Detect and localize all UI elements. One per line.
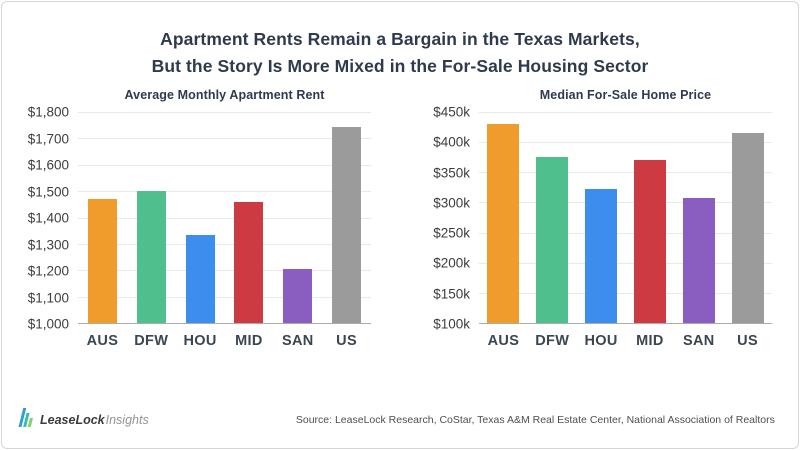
x-tick-label-us: US xyxy=(737,333,758,349)
x-tick-label-hou: HOU xyxy=(183,333,217,349)
bar-dfw xyxy=(136,191,166,323)
logo-text-leaselock: LeaseLock xyxy=(40,412,105,427)
y-tick-label: $1,200 xyxy=(27,263,69,279)
chart-home-price: Median For-Sale Home Price $450k $400k $35… xyxy=(423,88,772,349)
y-tick-label: $100k xyxy=(433,316,470,332)
chart-body: $450k $400k $350k $300k $250k $200k $150k $100k xyxy=(423,105,772,332)
gridline xyxy=(479,112,772,113)
bar-aus xyxy=(87,199,117,323)
bar-cell xyxy=(322,112,371,323)
bar-hou xyxy=(185,234,215,323)
chart-body: $1,800 $1,700 $1,600 $1,500 $1,400 $1,300 $1,2… xyxy=(22,105,371,332)
chart-title-apartment-rent: Average Monthly Apartment Rent xyxy=(124,88,325,102)
gridline xyxy=(479,232,772,234)
bar-us xyxy=(332,126,362,323)
gridline xyxy=(78,191,371,193)
main-title-line1: Apartment Rents Remain a Bargain in the … xyxy=(160,29,640,49)
y-tick-label: $350k xyxy=(433,165,470,181)
plot-area xyxy=(78,112,371,324)
bar-cell xyxy=(273,112,322,323)
y-tick-label: $1,100 xyxy=(27,290,69,305)
y-axis-labels: $450k $400k $350k $300k $250k $200k $150k $100k xyxy=(423,105,479,332)
plot-area xyxy=(479,112,772,324)
footer: LeaseLockInsights Source: LeaseLock Rese… xyxy=(2,405,798,434)
x-tick-label-san: SAN xyxy=(682,333,715,349)
y-tick-label: $1,700 xyxy=(27,131,69,146)
bar-cell xyxy=(176,112,225,323)
x-tick-label-dfw: DFW xyxy=(535,333,570,349)
chart-apartment-rent: Average Monthly Apartment Rent $1,800 $1,… xyxy=(22,88,371,349)
bar-aus xyxy=(487,124,520,323)
bar-cell xyxy=(127,112,176,323)
gridline xyxy=(479,172,772,174)
header: Apartment Rents Remain a Bargain in the … xyxy=(2,2,798,80)
bar-row xyxy=(479,112,772,323)
gridline xyxy=(479,142,772,144)
chart-title-home-price: Median For-Sale Home Price xyxy=(539,88,712,102)
y-tick-label: $150k xyxy=(433,286,470,302)
y-tick-label: $1,000 xyxy=(27,316,69,332)
source-text: Source: LeaseLock Research, CoStar, Texa… xyxy=(295,413,775,426)
bar-cell xyxy=(528,112,577,323)
leaselock-logo: LeaseLockInsights xyxy=(18,405,149,434)
x-tick-label-san: SAN xyxy=(281,333,314,349)
y-tick-label: $250k xyxy=(433,225,470,241)
bar-cell xyxy=(224,112,273,323)
y-tick-label: $1,600 xyxy=(27,157,69,173)
gridline xyxy=(78,270,371,272)
bar-cell xyxy=(723,112,772,323)
bar-mid xyxy=(633,160,666,323)
bar-us xyxy=(731,133,764,323)
leaselock-bars-icon xyxy=(18,405,36,434)
gridline xyxy=(78,138,371,140)
y-axis-labels: $1,800 $1,700 $1,600 $1,500 $1,400 $1,300 $1,2… xyxy=(22,105,78,332)
bar-hou xyxy=(585,189,618,323)
bar-cell xyxy=(479,112,528,323)
bar-san xyxy=(283,268,313,323)
x-axis-labels: AUS DFW HOU MID SAN US xyxy=(78,333,371,349)
y-tick-label: $200k xyxy=(433,255,470,271)
gridline xyxy=(78,217,371,219)
bar-cell xyxy=(78,112,127,323)
y-tick-label: $450k xyxy=(433,104,470,120)
bar-cell xyxy=(674,112,723,323)
x-tick-label-aus: AUS xyxy=(86,333,119,349)
y-tick-label: $1,300 xyxy=(27,237,69,252)
bar-row xyxy=(78,112,371,323)
y-tick-label: $400k xyxy=(433,134,470,150)
y-tick-label: $1,400 xyxy=(27,210,69,226)
bar-san xyxy=(682,198,715,323)
logo-text-insights: Insights xyxy=(105,412,149,427)
bar-cell xyxy=(625,112,674,323)
x-tick-label-dfw: DFW xyxy=(134,333,169,349)
bar-dfw xyxy=(536,157,569,323)
x-tick-label-us: US xyxy=(336,333,357,349)
charts-row: Average Monthly Apartment Rent $1,800 $1,… xyxy=(2,80,798,349)
gridline xyxy=(78,296,371,298)
gridline xyxy=(479,262,772,264)
x-tick-label-aus: AUS xyxy=(487,333,520,349)
x-tick-label-mid: MID xyxy=(636,333,664,349)
gridline xyxy=(78,243,371,245)
x-tick-label-hou: HOU xyxy=(584,333,618,349)
gridline xyxy=(479,292,772,294)
main-title-line2: But the Story Is More Mixed in the For-S… xyxy=(151,56,649,76)
gridline xyxy=(78,164,371,166)
y-tick-label: $1,500 xyxy=(27,184,69,199)
gridline xyxy=(479,202,772,204)
x-tick-label-mid: MID xyxy=(235,333,263,349)
y-tick-label: $1,800 xyxy=(27,104,69,120)
gridline xyxy=(78,112,371,113)
x-axis-labels: AUS DFW HOU MID SAN US xyxy=(479,333,772,349)
y-tick-label: $300k xyxy=(433,195,470,211)
leaselock-logo-text: LeaseLockInsights xyxy=(40,413,149,427)
bar-cell xyxy=(577,112,626,323)
bar-mid xyxy=(234,201,264,323)
